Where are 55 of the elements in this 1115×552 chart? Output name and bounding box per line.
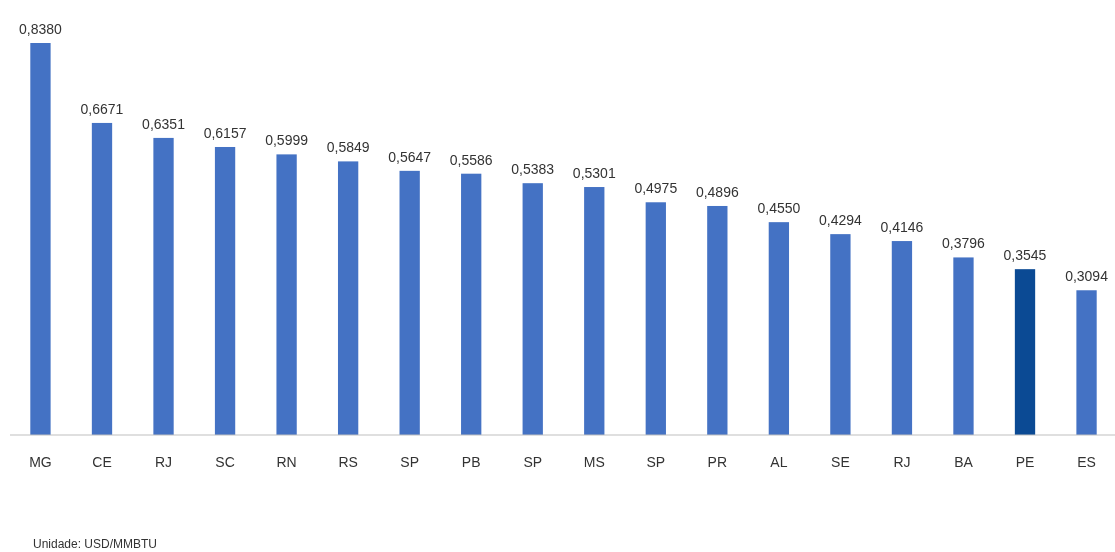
data-label: 0,4896 bbox=[695, 183, 739, 200]
data-label: 0,5999 bbox=[265, 132, 309, 149]
bar bbox=[30, 43, 51, 435]
bar bbox=[768, 222, 790, 435]
bar bbox=[399, 170, 420, 435]
bar bbox=[522, 183, 543, 435]
x-tick-label: PB bbox=[461, 454, 481, 470]
data-label: 0,3094 bbox=[1065, 268, 1109, 285]
x-tick-label: MS bbox=[583, 454, 605, 470]
bar bbox=[461, 173, 482, 435]
data-label: 0,4146 bbox=[880, 219, 924, 236]
x-tick-label: MG bbox=[29, 454, 52, 470]
data-label: 0,5647 bbox=[388, 148, 432, 165]
x-tick-label: CE bbox=[92, 454, 112, 470]
data-label: 0,6351 bbox=[142, 115, 186, 132]
x-tick-label: BA bbox=[954, 454, 974, 470]
x-tick-label: RJ bbox=[893, 454, 911, 470]
bar bbox=[1014, 269, 1036, 435]
x-tick-label: RS bbox=[338, 454, 358, 470]
data-label: 0,5849 bbox=[326, 139, 370, 156]
data-label: 0,3796 bbox=[942, 235, 986, 252]
bar bbox=[337, 161, 359, 435]
bar bbox=[645, 202, 666, 435]
x-tick-label: ES bbox=[1077, 454, 1096, 470]
data-label: 0,4975 bbox=[634, 180, 678, 197]
bar bbox=[707, 205, 728, 435]
x-tick-label: RN bbox=[276, 454, 297, 470]
data-label: 0,5383 bbox=[511, 161, 555, 178]
bar bbox=[91, 122, 113, 435]
bar bbox=[891, 241, 913, 435]
data-label: 0,6671 bbox=[80, 100, 124, 117]
data-label: 0,3545 bbox=[1003, 247, 1047, 264]
text: Unidade: USD/MMBTU bbox=[33, 537, 158, 551]
bar bbox=[953, 257, 974, 435]
bar bbox=[584, 187, 605, 435]
x-tick-label: SC bbox=[215, 454, 235, 470]
data-label: 0,5301 bbox=[572, 165, 616, 182]
x-tick-label: SP bbox=[400, 454, 420, 470]
data-label: 0,4294 bbox=[818, 212, 863, 229]
bar bbox=[153, 137, 174, 435]
bar bbox=[214, 146, 236, 435]
x-tick-label: AL bbox=[770, 454, 788, 470]
data-label: 0,8380 bbox=[19, 21, 63, 37]
bar bbox=[830, 234, 851, 435]
x-tick-label: PR bbox=[707, 454, 728, 470]
data-label: 0,6157 bbox=[203, 124, 247, 141]
x-tick-label: SE bbox=[831, 454, 850, 470]
x-tick-label: SP bbox=[646, 454, 666, 470]
bar bbox=[1076, 290, 1097, 435]
data-label: 0,5586 bbox=[449, 151, 493, 168]
x-tick-label: SP bbox=[523, 454, 543, 470]
bar bbox=[276, 154, 297, 435]
x-tick-label: RJ bbox=[154, 454, 173, 470]
x-tick-label: PE bbox=[1015, 454, 1035, 470]
data-label: 0,4550 bbox=[757, 200, 801, 217]
